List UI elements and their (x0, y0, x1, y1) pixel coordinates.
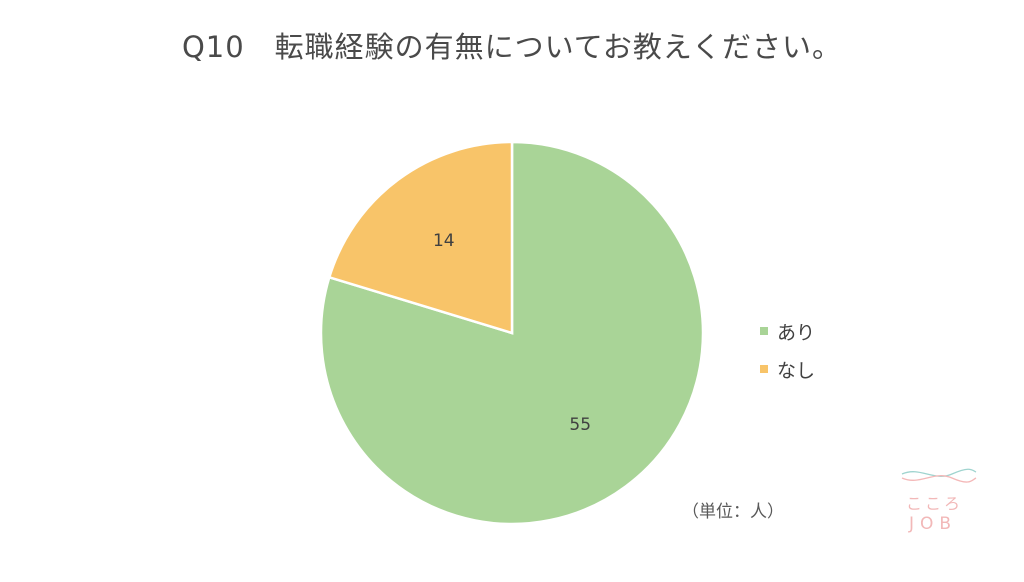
data-label-nashi: 14 (433, 231, 455, 251)
wave-icon (901, 468, 977, 483)
legend-swatch-nashi (760, 365, 768, 373)
chart-title: Q10 転職経験の有無についてお教えください。 (181, 30, 843, 64)
legend: あり なし (760, 312, 815, 388)
logo-text-en: JOB (909, 514, 958, 534)
legend-item-nashi: なし (760, 350, 815, 388)
pie-data-labels: 55 14 (433, 231, 591, 435)
legend-label-nashi: なし (777, 359, 816, 382)
data-label-ari: 55 (569, 415, 591, 435)
kokoro-job-logo: こころ JOB (896, 466, 980, 546)
legend-item-ari: あり (760, 312, 815, 350)
pie-slice-ari (319, 140, 705, 526)
legend-swatch-ari (760, 327, 768, 335)
pie-slices (319, 140, 705, 526)
legend-label-ari: あり (777, 321, 816, 344)
pie-slice-nashi (327, 140, 514, 335)
unit-note: （単位：人） (682, 502, 784, 522)
logo-text-jp: こころ (906, 494, 964, 513)
